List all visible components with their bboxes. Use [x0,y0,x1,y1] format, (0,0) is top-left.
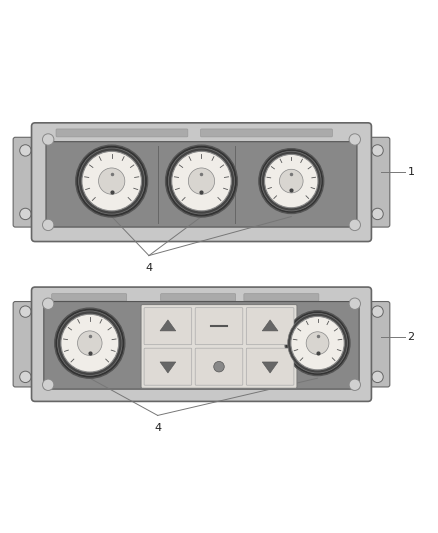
FancyBboxPatch shape [246,308,294,345]
Circle shape [306,332,329,354]
Circle shape [349,298,360,310]
Polygon shape [262,320,278,331]
Circle shape [61,314,119,372]
Circle shape [78,331,102,356]
Circle shape [20,306,31,317]
Circle shape [166,145,237,217]
FancyBboxPatch shape [13,302,39,387]
Circle shape [42,298,54,310]
Circle shape [291,317,344,370]
Circle shape [76,145,148,217]
FancyBboxPatch shape [246,348,294,385]
Text: 4: 4 [154,423,161,433]
FancyBboxPatch shape [195,348,243,385]
Circle shape [372,208,383,220]
Circle shape [349,219,360,231]
Circle shape [20,371,31,383]
FancyBboxPatch shape [32,287,371,401]
Circle shape [372,145,383,156]
Circle shape [259,149,324,214]
Circle shape [99,168,125,194]
Circle shape [214,361,224,372]
Polygon shape [160,362,176,373]
Circle shape [169,148,234,214]
Circle shape [261,151,321,211]
FancyBboxPatch shape [161,294,236,301]
Circle shape [42,379,54,391]
Circle shape [188,168,215,194]
Circle shape [55,308,125,378]
FancyBboxPatch shape [195,308,243,345]
Polygon shape [160,320,176,331]
Circle shape [20,208,31,220]
Circle shape [265,155,318,208]
Circle shape [372,371,383,383]
FancyBboxPatch shape [244,294,319,301]
FancyBboxPatch shape [364,138,390,227]
Circle shape [279,169,303,193]
Text: 2: 2 [407,332,414,342]
Circle shape [372,306,383,317]
FancyBboxPatch shape [364,302,390,387]
FancyBboxPatch shape [56,129,188,137]
Circle shape [82,151,141,211]
Circle shape [42,219,54,231]
Text: 1: 1 [407,167,414,177]
Circle shape [285,311,350,376]
Circle shape [288,313,347,373]
Polygon shape [262,362,278,373]
Text: 4: 4 [145,263,152,273]
FancyBboxPatch shape [141,304,297,388]
FancyBboxPatch shape [52,294,127,301]
Circle shape [349,134,360,145]
FancyBboxPatch shape [46,142,357,227]
Circle shape [172,151,231,211]
Circle shape [349,379,360,391]
Circle shape [79,148,145,214]
Circle shape [20,145,31,156]
FancyBboxPatch shape [44,302,359,389]
FancyBboxPatch shape [32,123,371,241]
FancyBboxPatch shape [13,138,39,227]
FancyBboxPatch shape [201,129,332,137]
FancyBboxPatch shape [144,348,192,385]
FancyBboxPatch shape [144,308,192,345]
Circle shape [57,311,122,375]
Circle shape [42,134,54,145]
